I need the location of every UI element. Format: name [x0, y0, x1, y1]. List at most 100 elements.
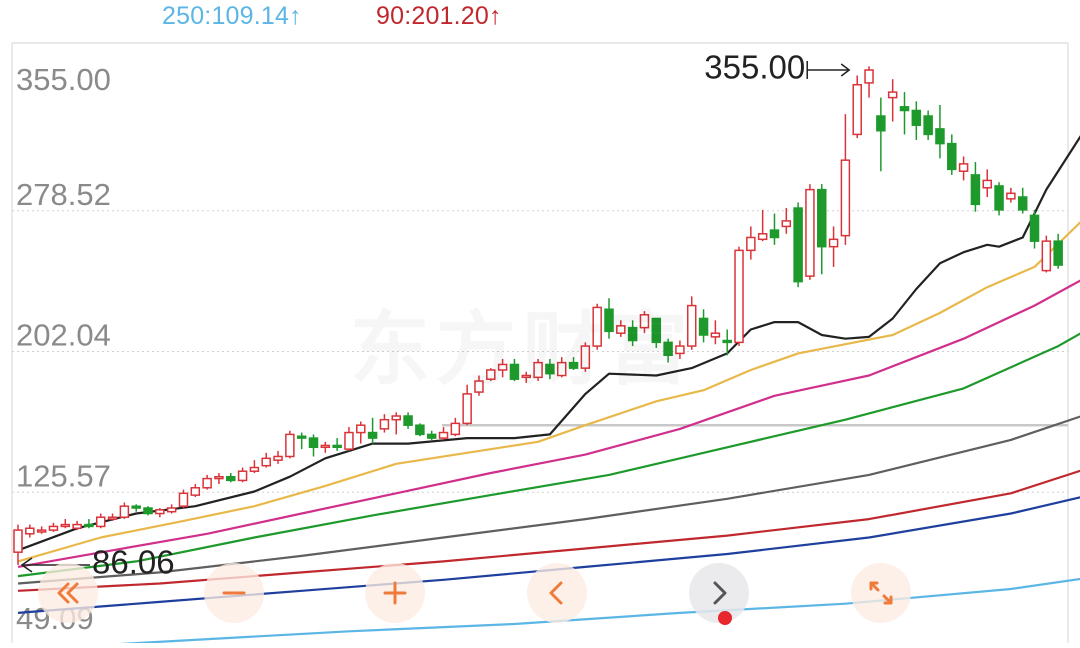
candle-up [746, 236, 756, 252]
candle-up [119, 505, 130, 518]
candle-up [497, 363, 508, 371]
candle-down [545, 363, 555, 375]
candle-up [474, 380, 484, 393]
candle-down [769, 229, 780, 239]
candle-up [556, 361, 567, 377]
y-tick-label: 278.52 [16, 177, 111, 212]
candle-up [757, 233, 768, 241]
candle-up [805, 188, 815, 277]
candle-down [308, 437, 319, 449]
ma20-line [17, 279, 1080, 568]
prev-button[interactable] [527, 563, 587, 623]
candle-up [72, 523, 82, 530]
candle-up [639, 314, 650, 329]
candle-up [356, 424, 366, 434]
candle-up [958, 163, 969, 172]
candle-up [320, 444, 331, 449]
candle-down [698, 317, 709, 336]
ma30-line [17, 332, 1080, 578]
candle-down [663, 341, 673, 357]
chevron-left-icon [549, 581, 563, 605]
candle-up [391, 415, 401, 421]
up-arrow-icon: ↑ [489, 2, 502, 30]
candle-down [226, 475, 236, 482]
candle-up [249, 466, 260, 472]
candle-down [367, 431, 378, 439]
candle-up [48, 525, 59, 531]
candle-up [60, 523, 71, 528]
candle-down [426, 433, 437, 439]
ma-legend-bar: 250:109.14↑ 90:201.20↑ [0, 0, 1080, 38]
candle-up [486, 369, 496, 380]
up-arrow-icon: ↑ [289, 2, 302, 30]
candle-down [403, 415, 413, 426]
ma90-legend: 90:201.20↑ [376, 2, 502, 31]
candle-up [95, 516, 106, 528]
ma10-line [17, 221, 1080, 563]
scroll-left-button[interactable] [38, 563, 98, 623]
candle-up [344, 431, 354, 450]
candle-down [722, 339, 732, 344]
candle-down [84, 523, 94, 528]
low-annotation-label: 86.06 [92, 544, 175, 581]
y-tick-label: 125.57 [16, 458, 111, 493]
fullscreen-button[interactable] [851, 563, 911, 623]
candle-down [793, 207, 803, 283]
candle-down [568, 361, 579, 369]
candle-down [947, 142, 957, 171]
candle-up [107, 516, 118, 520]
candle-up [580, 345, 591, 369]
candle-down [627, 326, 638, 342]
zoom-in-button[interactable] [365, 563, 425, 623]
candle-up [734, 249, 744, 344]
ma60-line [17, 415, 1080, 585]
candle-up [1006, 192, 1016, 200]
candle-up [25, 527, 35, 535]
candle-down [415, 424, 425, 436]
notification-dot [718, 611, 732, 625]
candle-up [13, 529, 23, 553]
candle-up [214, 475, 224, 480]
candle-up [686, 304, 697, 347]
candle-up [887, 91, 898, 99]
candle-up [852, 83, 862, 136]
candle-down [131, 505, 141, 509]
candle-up [261, 457, 271, 467]
y-tick-label: 355.00 [16, 62, 111, 97]
ma250-legend: 250:109.14↑ [162, 2, 302, 31]
candle-down [332, 444, 342, 449]
minus-icon [222, 591, 246, 595]
high-annotation-label: 355.00 [704, 49, 805, 86]
candle-down [911, 109, 922, 126]
candle-up [178, 492, 189, 507]
watermark: 东方财富 [350, 285, 694, 401]
candle-up [155, 509, 165, 515]
candle-up [273, 455, 283, 461]
candle-up [462, 393, 472, 425]
candle-down [1029, 214, 1040, 242]
candle-up [237, 470, 248, 482]
candle-up [1041, 240, 1052, 272]
candle-down [923, 115, 933, 136]
candle-up [521, 374, 532, 379]
candle-down [899, 106, 910, 112]
candle-up [828, 238, 839, 248]
expand-icon [869, 581, 893, 605]
candle-down [994, 185, 1004, 211]
candle-up [36, 529, 47, 533]
candle-up [592, 306, 602, 347]
candle-up [450, 422, 461, 436]
candle-up [438, 431, 449, 439]
candle-up [982, 179, 992, 189]
low-annotation-arrowhead [20, 557, 33, 573]
candle-down [143, 507, 153, 515]
double-chevron-left-icon [57, 582, 79, 604]
ma250-value: 250:109.14 [162, 2, 290, 30]
candle-down [935, 128, 945, 145]
candle-down [970, 174, 981, 206]
candle-down [876, 115, 886, 132]
y-tick-label: 202.04 [16, 318, 111, 353]
zoom-out-button[interactable] [204, 563, 264, 623]
candle-up [166, 507, 177, 513]
candle-up [616, 325, 626, 334]
